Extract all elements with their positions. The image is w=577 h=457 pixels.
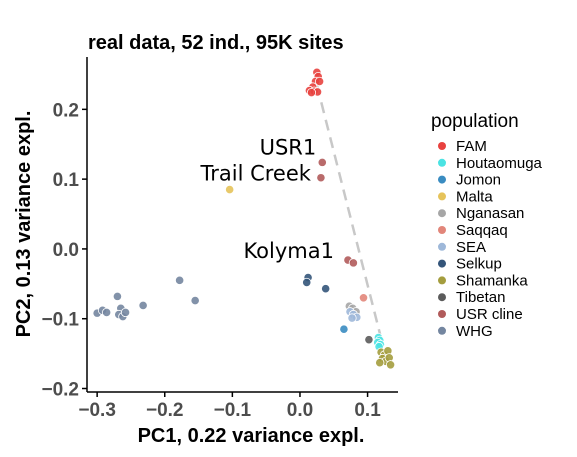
point-malta bbox=[225, 185, 235, 195]
point-selkup bbox=[302, 277, 312, 288]
point-whg bbox=[138, 300, 148, 311]
point-sea bbox=[347, 313, 357, 323]
point-usr-cline bbox=[348, 258, 358, 268]
legend-title: population bbox=[431, 111, 519, 132]
legend-label-houtaomuga: Houtaomuga bbox=[456, 155, 543, 172]
annotation-kolyma1: Kolyma1 bbox=[243, 239, 334, 263]
legend-swatch-saqqaq bbox=[438, 226, 446, 234]
legend-swatch-selkup bbox=[438, 259, 446, 268]
x-tick-label: 0.0 bbox=[287, 400, 313, 421]
point-selkup bbox=[321, 284, 331, 294]
legend-swatch-sea bbox=[438, 242, 446, 251]
x-tick-label: −0.3 bbox=[78, 400, 116, 421]
legend-label-jomon: Jomon bbox=[456, 172, 501, 189]
legend-label-shamanka: Shamanka bbox=[456, 272, 528, 289]
legend-swatch-jomon bbox=[438, 175, 446, 184]
point-whg bbox=[190, 295, 200, 306]
point-tibetan bbox=[364, 335, 374, 345]
point-whg bbox=[120, 307, 131, 318]
point-fam bbox=[306, 87, 317, 98]
point-whg bbox=[102, 307, 112, 318]
legend-label-saqqaq: Saqqaq bbox=[456, 222, 508, 239]
point-usr-cline bbox=[317, 157, 327, 167]
legend-label-nganasan: Nganasan bbox=[456, 205, 524, 222]
x-tick-label: −0.1 bbox=[214, 400, 252, 421]
point-saqqaq bbox=[358, 293, 369, 303]
annotation-usr1: USR1 bbox=[260, 135, 317, 159]
legend-label-fam: FAM bbox=[456, 138, 487, 155]
legend-swatch-whg bbox=[438, 326, 446, 335]
legend-label-malta: Malta bbox=[456, 188, 493, 205]
legend-label-tibetan: Tibetan bbox=[456, 289, 505, 306]
legend-label-selkup: Selkup bbox=[456, 256, 502, 273]
legend-swatch-fam bbox=[438, 142, 446, 150]
point-jomon bbox=[339, 324, 349, 334]
annotations: USR1 Trail Creek Kolyma1 bbox=[199, 135, 333, 263]
x-axis-title: PC1, 0.22 variance expl. bbox=[138, 425, 365, 447]
legend: population FAMHoutaomugaJomonMaltaNganas… bbox=[431, 111, 543, 340]
legend-swatch-nganasan bbox=[438, 209, 446, 218]
legend-items: FAMHoutaomugaJomonMaltaNganasanSaqqaqSEA… bbox=[438, 138, 543, 340]
axes: −0.3 −0.2 −0.1 0.0 0.1−0.2−0.10.00.10.2 bbox=[41, 57, 398, 421]
y-tick-label: 0.2 bbox=[53, 100, 79, 121]
y-axis-title: PC2, 0.13 variance expl. bbox=[13, 111, 35, 338]
legend-swatch-shamanka bbox=[438, 276, 446, 285]
point-whg bbox=[112, 291, 123, 301]
points-layer bbox=[92, 67, 396, 370]
chart-title: real data, 52 ind., 95K sites bbox=[88, 32, 344, 54]
y-tick-label: −0.2 bbox=[41, 380, 79, 401]
legend-label-whg: WHG bbox=[456, 323, 493, 340]
point-whg bbox=[175, 275, 185, 285]
legend-label-sea: SEA bbox=[456, 239, 486, 256]
legend-swatch-malta bbox=[438, 192, 446, 201]
point-fam bbox=[314, 76, 325, 87]
annotation-trail-creek: Trail Creek bbox=[199, 162, 311, 186]
point-shamanka bbox=[375, 358, 385, 368]
y-tick-label: 0.0 bbox=[53, 240, 79, 261]
legend-label-usr-cline: USR cline bbox=[456, 306, 523, 323]
x-tick-label: −0.2 bbox=[146, 400, 184, 421]
x-tick-label: 0.1 bbox=[354, 400, 381, 421]
legend-swatch-tibetan bbox=[438, 293, 446, 302]
point-shamanka bbox=[385, 360, 396, 370]
y-tick-label: 0.1 bbox=[53, 170, 80, 191]
y-tick-label: −0.1 bbox=[41, 310, 79, 331]
usr-cline-dashed-line bbox=[315, 84, 383, 339]
legend-swatch-houtaomuga bbox=[438, 158, 446, 167]
point-usr-cline bbox=[316, 173, 326, 183]
legend-swatch-usr-cline bbox=[438, 310, 446, 318]
